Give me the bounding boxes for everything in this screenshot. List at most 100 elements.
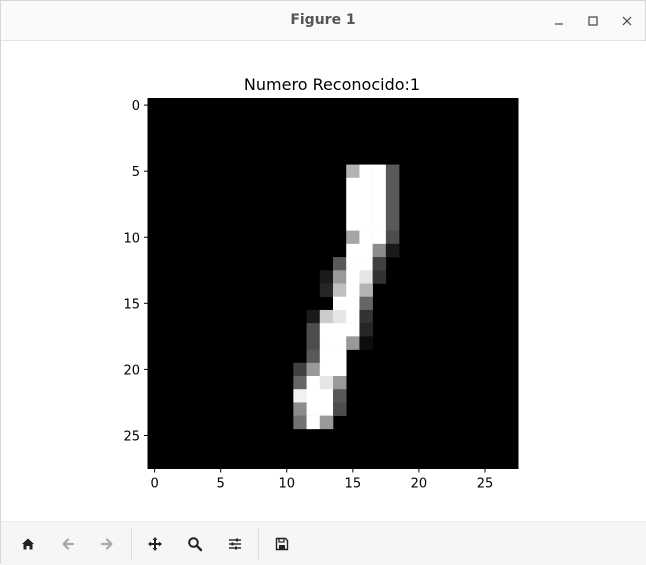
image-pixel (306, 349, 321, 364)
image-pixel (346, 204, 360, 218)
image-pixel (333, 376, 347, 390)
image-pixel (359, 243, 373, 258)
image-pixel (306, 336, 321, 350)
maximize-button[interactable] (583, 11, 603, 31)
move-icon (148, 537, 162, 551)
arrow-right-icon (100, 538, 113, 550)
image-pixel (359, 230, 373, 245)
image-pixel (333, 323, 347, 337)
image-pixel (346, 336, 360, 350)
image-pixel (346, 230, 360, 245)
image-pixel (372, 177, 387, 192)
image-pixel (306, 309, 321, 324)
y-tick-label: 5 (132, 165, 140, 180)
image-pixel (306, 389, 321, 403)
y-tick-label: 25 (123, 429, 140, 444)
image-pixel (319, 309, 334, 324)
floppy-icon (275, 537, 289, 551)
image-pixel (346, 191, 360, 205)
image-pixel (372, 204, 387, 218)
x-tick-label: 5 (217, 477, 225, 492)
image-pixel (319, 323, 334, 337)
image-pixel (333, 283, 347, 298)
navigation-toolbar (1, 521, 646, 565)
x-tick-label: 15 (345, 477, 362, 492)
image-pixel (372, 257, 387, 271)
axes-frame (147, 98, 519, 469)
x-tick-label: 10 (278, 477, 295, 492)
image-pixel (293, 376, 307, 390)
window-title: Figure 1 (290, 12, 356, 28)
image-pixel (385, 164, 400, 179)
image-pixel (333, 336, 347, 350)
axes: 0 5 10 15 20 25 0 5 10 15 20 25 (123, 98, 519, 492)
image-pixel (346, 323, 360, 337)
image-pixels (148, 98, 518, 469)
forward-button[interactable] (95, 532, 119, 556)
minimize-button[interactable] (549, 11, 569, 31)
image-pixel (346, 164, 360, 179)
sliders-icon (229, 538, 241, 550)
image-pixel (346, 217, 360, 231)
image-pixel (306, 362, 321, 377)
x-tick-label: 25 (477, 477, 494, 492)
chart-title: Numero Reconocido:1 (244, 75, 420, 94)
image-pixel (372, 270, 387, 284)
image-pixel (306, 323, 321, 337)
image-pixel (385, 230, 400, 245)
back-button[interactable] (56, 532, 80, 556)
image-pixel (372, 243, 387, 258)
image-pixel (306, 402, 321, 416)
y-tick-label: 20 (123, 363, 140, 378)
image-pixel (359, 257, 373, 271)
image-pixel (359, 309, 373, 324)
close-button[interactable] (617, 11, 637, 31)
image-pixel (319, 283, 334, 298)
toolbar-separator (258, 528, 259, 560)
image-pixel (319, 349, 334, 364)
maximize-icon (588, 16, 598, 26)
image-pixel (346, 257, 360, 271)
image-pixel (333, 389, 347, 403)
configure-button[interactable] (223, 532, 247, 556)
home-button[interactable] (16, 532, 40, 556)
image-pixel (359, 204, 373, 218)
save-button[interactable] (270, 532, 294, 556)
image-pixel (293, 362, 307, 377)
image-pixel (359, 296, 373, 311)
zoom-button[interactable] (183, 532, 207, 556)
image-pixel (359, 217, 373, 231)
image-pixel (385, 243, 400, 258)
image-pixel (346, 270, 360, 284)
image-pixel (306, 376, 321, 390)
close-icon (622, 16, 632, 26)
image-pixel (346, 243, 360, 258)
image-pixel (293, 415, 307, 430)
image-pixel (333, 362, 347, 377)
image-pixel (346, 296, 360, 311)
title-bar[interactable]: Figure 1 (1, 1, 645, 41)
image-pixel (346, 309, 360, 324)
pan-button[interactable] (143, 532, 167, 556)
image-pixel (385, 204, 400, 218)
image-pixel (333, 309, 347, 324)
image-pixel (372, 191, 387, 205)
image-pixel (319, 362, 334, 377)
image-pixel (359, 164, 373, 179)
image-pixel (293, 402, 307, 416)
image-pixel (333, 257, 347, 271)
image-pixel (306, 415, 321, 430)
image-pixel (319, 376, 334, 390)
y-tick-label: 0 (132, 99, 140, 114)
x-tick-label: 20 (411, 477, 428, 492)
image-pixel (359, 270, 373, 284)
figure-canvas[interactable]: Numero Reconocido:1 0 5 10 15 20 25 0 5 10 15 20 25 (1, 41, 646, 521)
arrow-left-icon (62, 538, 75, 550)
minimize-icon (555, 23, 563, 25)
image-pixel (385, 217, 400, 231)
image-pixel (359, 323, 373, 337)
image-pixel (293, 389, 307, 403)
image-pixel (333, 270, 347, 284)
image-pixel (333, 296, 347, 311)
